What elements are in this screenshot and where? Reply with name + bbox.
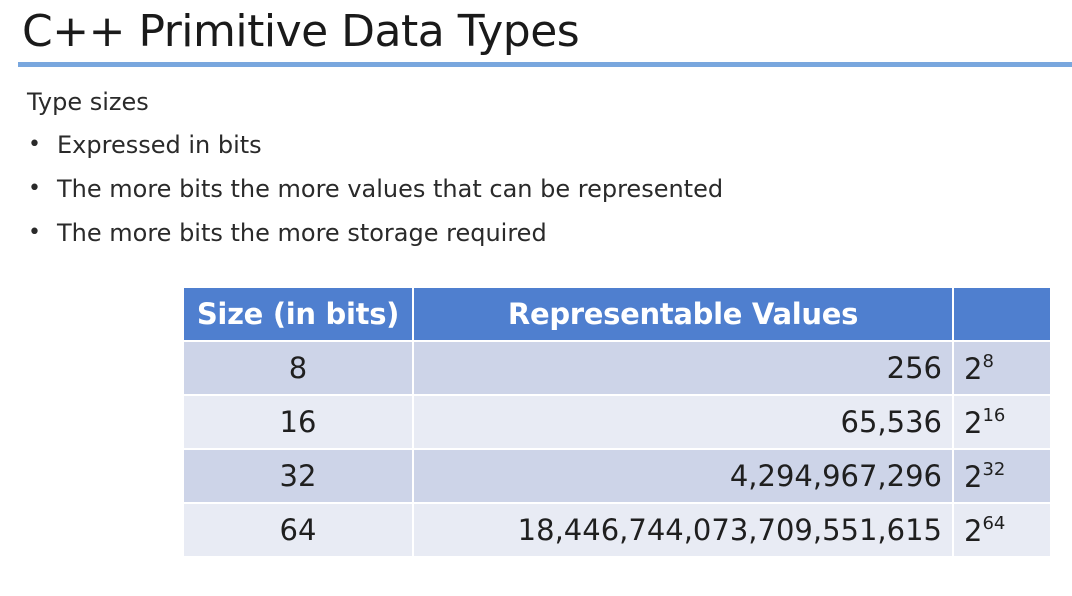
cell-values: 256: [412, 340, 954, 396]
table-row: 8 256 28: [182, 340, 1052, 396]
cell-size: 8: [182, 340, 414, 396]
table-row: 64 18,446,744,073,709,551,615 264: [182, 502, 1052, 558]
cell-power: 264: [952, 502, 1052, 558]
bullet-text: Expressed in bits: [57, 131, 262, 159]
bullet-text: The more bits the more storage required: [57, 219, 547, 247]
cell-values: 18,446,744,073,709,551,615: [412, 502, 954, 558]
title-underline: [18, 62, 1072, 67]
power-base: 2: [964, 351, 983, 386]
cell-values: 4,294,967,296: [412, 448, 954, 504]
cell-power: 216: [952, 394, 1052, 450]
table-header-row: Size (in bits) Representable Values: [182, 286, 1052, 342]
bullet-icon: •: [28, 132, 41, 157]
power-base: 2: [964, 405, 983, 440]
power-exponent: 16: [982, 404, 1006, 426]
subheading: Type sizes: [27, 88, 149, 116]
cell-size: 16: [182, 394, 414, 450]
power-exponent: 64: [982, 512, 1006, 534]
header-power: [952, 286, 1052, 342]
cell-power: 28: [952, 340, 1052, 396]
slide-title: C++ Primitive Data Types: [22, 6, 580, 57]
table-row: 32 4,294,967,296 232: [182, 448, 1052, 504]
table-row: 16 65,536 216: [182, 394, 1052, 450]
type-size-table-container: Size (in bits) Representable Values 8 25…: [182, 286, 1052, 558]
power-exponent: 32: [982, 458, 1006, 480]
power-base: 2: [964, 513, 983, 548]
power-exponent: 8: [982, 350, 994, 372]
bullet-icon: •: [28, 220, 41, 245]
header-size: Size (in bits): [182, 286, 414, 342]
cell-size: 64: [182, 502, 414, 558]
cell-values: 65,536: [412, 394, 954, 450]
bullet-text: The more bits the more values that can b…: [57, 175, 724, 203]
cell-power: 232: [952, 448, 1052, 504]
cell-size: 32: [182, 448, 414, 504]
type-size-table: Size (in bits) Representable Values 8 25…: [182, 286, 1052, 558]
bullet-icon: •: [28, 176, 41, 201]
header-values: Representable Values: [412, 286, 954, 342]
power-base: 2: [964, 459, 983, 494]
